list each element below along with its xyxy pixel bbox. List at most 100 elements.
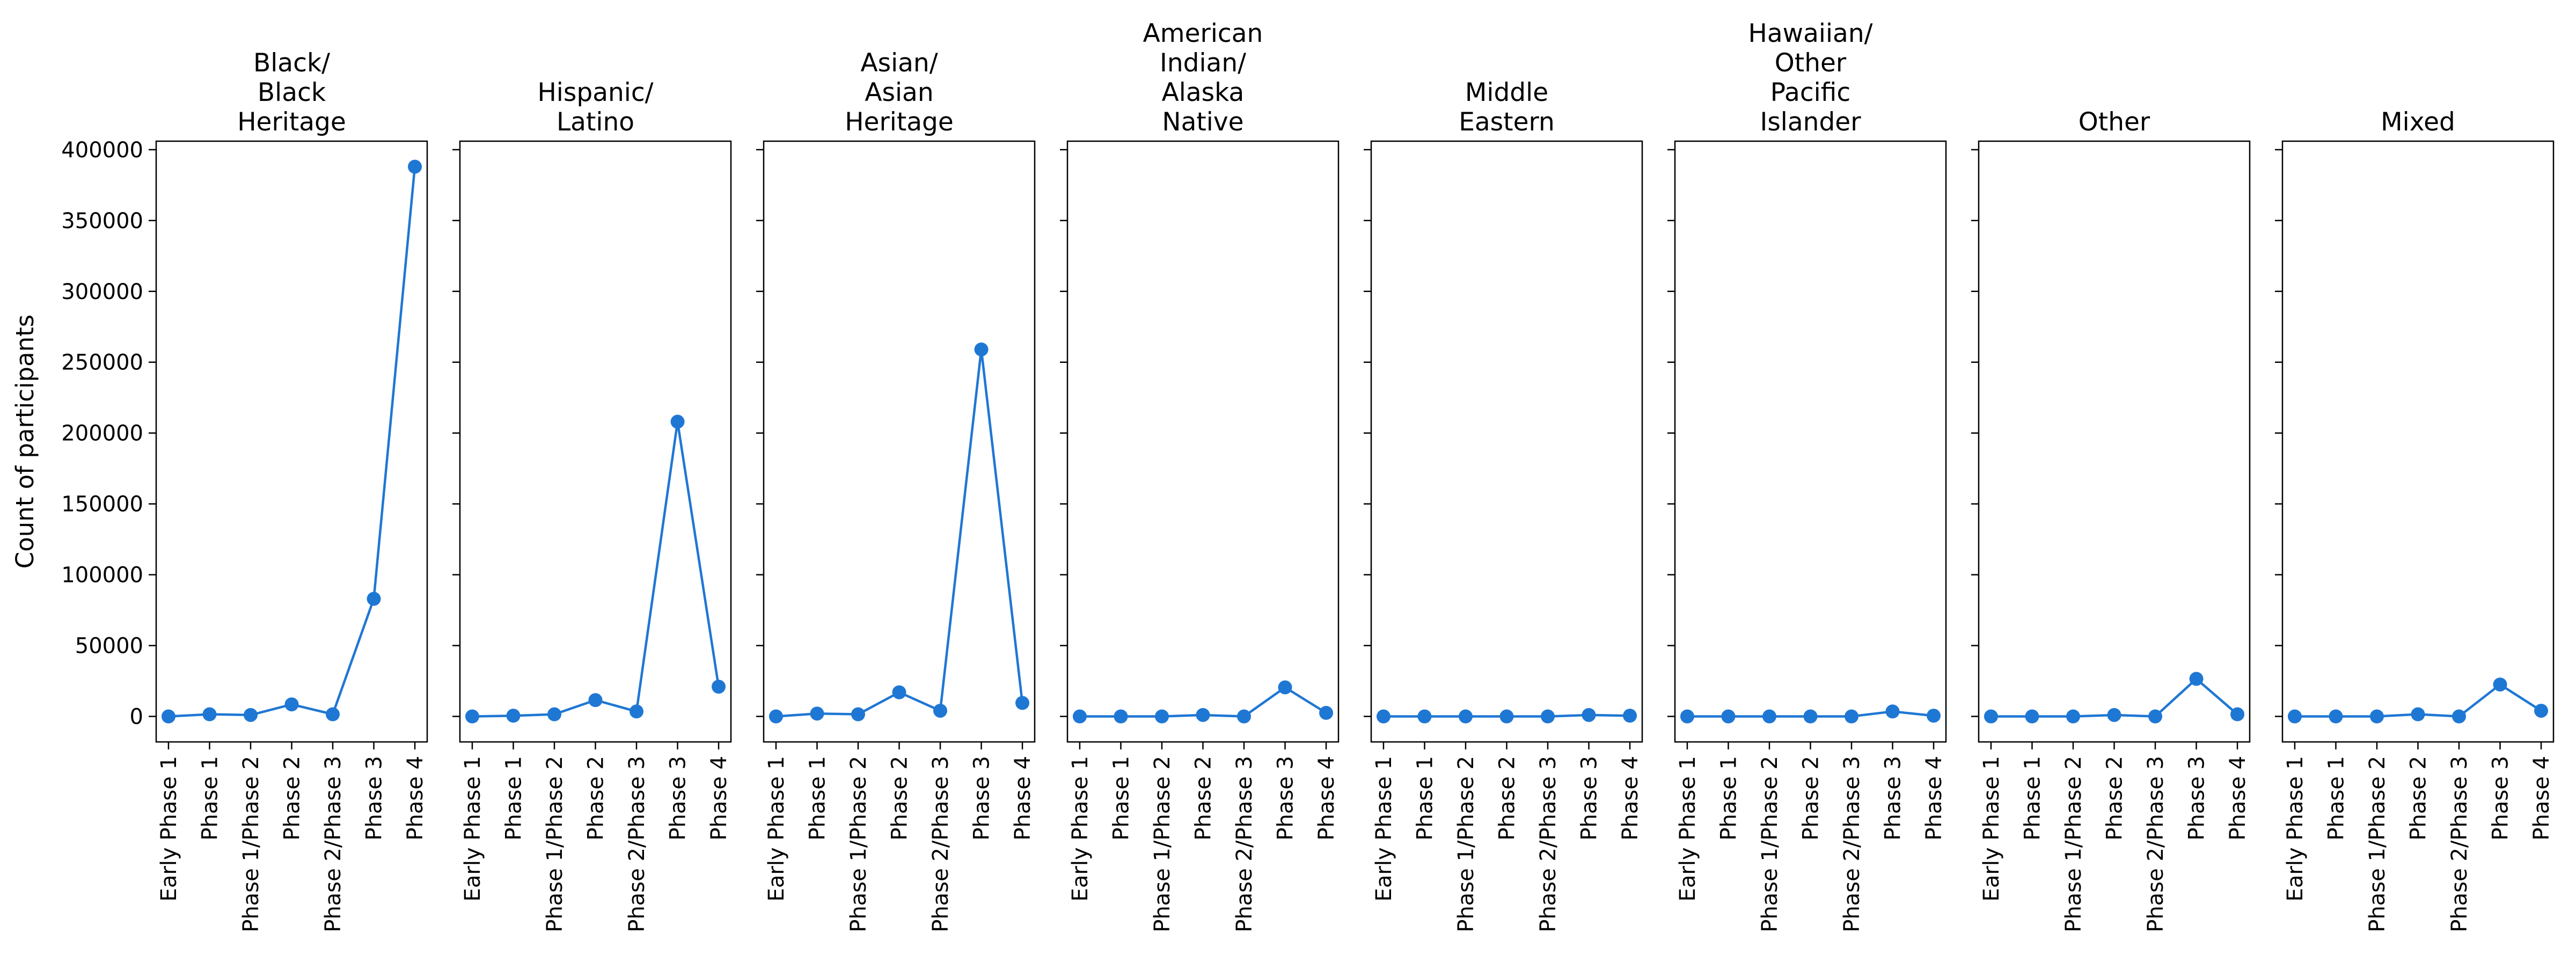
panel-2: Early Phase 1 Phase 1 Phase 1/Phase 2 Phase… (756, 48, 1036, 932)
x-tick-label: Phase 1 (1716, 756, 1741, 841)
x-tick-label: Phase 3 (2185, 756, 2209, 841)
x-tick-label: Phase 4 (403, 756, 428, 841)
y-tick-label: 300000 (61, 280, 143, 304)
panel-title: Native (1162, 107, 1243, 137)
data-point (1458, 709, 1473, 724)
y-tick-label: 50000 (75, 634, 143, 659)
panel-frame (459, 140, 732, 743)
x-tick-label: Phase 3 (1577, 756, 1602, 841)
panel-frame (155, 140, 428, 743)
x-tick-label: Phase 2/Phase 3 (928, 756, 953, 932)
panel-frame (763, 140, 1036, 743)
x-tick-label: Early Phase 1 (2283, 756, 2308, 901)
series-line (168, 166, 416, 718)
panel-title: Other (2079, 107, 2150, 137)
x-tick-label: Phase 2 (1191, 756, 1216, 841)
data-point (1015, 696, 1030, 710)
data-point (1499, 709, 1514, 724)
panel-title: Black (258, 78, 326, 107)
x-tick-label: Phase 3 (970, 756, 994, 841)
data-point (1196, 708, 1210, 722)
x-tick-label: Phase 3 (2489, 756, 2513, 841)
y-axis-label: Count of participants (11, 315, 39, 569)
panel-frame (1370, 140, 1643, 743)
panel-0: 0 50000 100000 150000 200000 250000 300000 3500… (61, 48, 428, 932)
data-point (851, 707, 865, 722)
data-point (588, 693, 603, 708)
data-point (1623, 709, 1637, 723)
x-tick-label: Phase 4 (1922, 756, 1946, 841)
x-tick-label: Phase 2/Phase 3 (2447, 756, 2472, 932)
panel-title: Latino (557, 107, 634, 137)
x-tick-label: Phase 2/Phase 3 (1232, 756, 1257, 932)
data-point (202, 707, 217, 722)
y-tick-label: 150000 (61, 492, 143, 517)
x-tick-label: Phase 4 (1314, 756, 1339, 841)
panel-3: Early Phase 1 Phase 1 Phase 1/Phase 2 Phase… (1060, 19, 1340, 932)
panel-title: Pacific (1770, 78, 1850, 107)
x-tick-label: Phase 2 (2406, 756, 2431, 841)
x-tick-label: Phase 1/Phase 2 (1758, 756, 1782, 932)
data-point (367, 592, 381, 606)
x-tick-label: Phase 2/Phase 3 (2143, 756, 2168, 932)
panel-5: Early Phase 1 Phase 1 Phase 1/Phase 2 Phase… (1667, 19, 1947, 932)
panel-title: Middle (1465, 78, 1548, 107)
x-tick-label: Phase 4 (2529, 756, 2554, 841)
x-tick-label: Early Phase 1 (460, 756, 485, 901)
panel-title: Mixed (2381, 107, 2455, 137)
data-point (933, 703, 948, 718)
data-point (2148, 709, 2163, 724)
data-point (1845, 709, 1859, 724)
y-tick-label: 100000 (61, 563, 143, 588)
x-tick-label: Phase 1 (1109, 756, 1133, 841)
x-tick-label: Phase 3 (1881, 756, 1906, 841)
data-point (1376, 709, 1391, 724)
series-line (775, 348, 1024, 718)
x-tick-label: Phase 2/Phase 3 (625, 756, 649, 932)
data-point (2189, 672, 2204, 686)
data-point (769, 709, 783, 724)
x-tick-label: Phase 2/Phase 3 (321, 756, 346, 932)
panel-title: Heritage (845, 107, 954, 137)
data-point (1114, 709, 1128, 724)
x-tick-label: Phase 2 (888, 756, 912, 841)
panel-title: Black/ (253, 48, 330, 78)
data-point (630, 704, 644, 719)
data-point (2493, 677, 2507, 692)
x-tick-label: Early Phase 1 (1372, 756, 1396, 901)
x-tick-label: Phase 2/Phase 3 (1536, 756, 1561, 932)
y-tick-label: 200000 (61, 421, 143, 446)
data-point (712, 680, 726, 694)
x-tick-label: Phase 1 (1413, 756, 1437, 841)
data-point (326, 707, 340, 722)
x-tick-label: Phase 1/Phase 2 (1454, 756, 1479, 932)
x-tick-label: Phase 2 (2103, 756, 2127, 841)
data-point (810, 706, 824, 721)
x-tick-label: Phase 1/Phase 2 (543, 756, 567, 932)
data-point (243, 708, 258, 722)
data-point (892, 685, 906, 700)
y-tick-label: 400000 (61, 138, 143, 163)
data-point (2107, 708, 2121, 722)
panel-title: Asian/ (860, 48, 938, 78)
panel-title: Other (1775, 48, 1847, 78)
x-tick-label: Phase 1 (2324, 756, 2348, 841)
x-tick-label: Phase 4 (707, 756, 731, 841)
panel-frame (1674, 140, 1947, 743)
panel-frame (1978, 140, 2251, 743)
x-tick-label: Phase 4 (1011, 756, 1035, 841)
data-point (2329, 709, 2343, 724)
x-tick-label: Phase 2 (1495, 756, 1520, 841)
x-tick-label: Phase 1 (805, 756, 830, 841)
data-point (2230, 707, 2245, 722)
x-tick-label: Early Phase 1 (157, 756, 181, 901)
x-tick-label: Phase 1/Phase 2 (239, 756, 264, 932)
x-tick-label: Phase 3 (362, 756, 387, 841)
x-tick-label: Early Phase 1 (1068, 756, 1093, 901)
panel-title: Indian/ (1160, 48, 1246, 78)
data-point (2411, 707, 2425, 722)
x-tick-label: Phase 2 (280, 756, 305, 841)
data-point (1072, 709, 1087, 724)
data-point (1984, 709, 1998, 724)
